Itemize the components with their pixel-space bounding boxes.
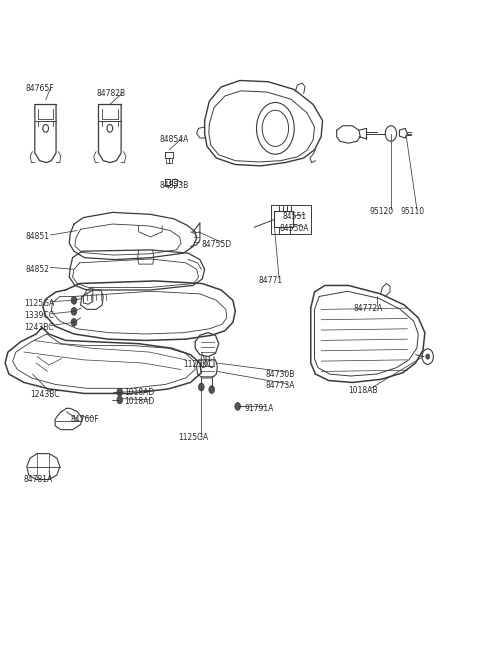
Text: 84771: 84771 [259, 276, 283, 286]
Circle shape [71, 318, 77, 326]
Circle shape [71, 307, 77, 315]
Text: 84755D: 84755D [201, 240, 231, 249]
Text: 1243BC: 1243BC [30, 390, 60, 399]
Text: 95120: 95120 [370, 206, 394, 215]
Text: 84551: 84551 [282, 212, 307, 221]
Circle shape [117, 396, 122, 403]
Text: 1125GA: 1125GA [179, 433, 209, 442]
Circle shape [209, 386, 215, 394]
Text: 1018AB: 1018AB [348, 386, 378, 395]
Text: 84765F: 84765F [25, 84, 54, 93]
Circle shape [199, 383, 204, 391]
Circle shape [426, 354, 430, 359]
Text: 84854A: 84854A [160, 136, 189, 145]
Text: 84760F: 84760F [70, 415, 99, 424]
Text: 84773A: 84773A [266, 381, 296, 390]
Text: 1018AD: 1018AD [124, 398, 155, 406]
Text: 95110: 95110 [400, 206, 424, 215]
Text: 1339CC: 1339CC [24, 311, 54, 320]
Text: 84852: 84852 [25, 265, 49, 274]
Circle shape [71, 297, 77, 304]
Text: 84851: 84851 [25, 233, 49, 242]
Text: 1018AD: 1018AD [124, 388, 155, 397]
Text: 1125KC: 1125KC [183, 360, 212, 369]
Text: 84782B: 84782B [96, 89, 125, 98]
Circle shape [235, 403, 240, 410]
Text: 84772A: 84772A [353, 304, 383, 312]
Text: 1125GA: 1125GA [24, 299, 55, 308]
Text: 1243BC: 1243BC [24, 323, 54, 332]
Text: 84853B: 84853B [160, 181, 189, 190]
Circle shape [117, 388, 122, 396]
Text: 84550A: 84550A [279, 224, 309, 233]
Text: 84781A: 84781A [24, 475, 53, 484]
Text: 91791A: 91791A [245, 404, 274, 413]
Text: 84730B: 84730B [266, 369, 295, 379]
